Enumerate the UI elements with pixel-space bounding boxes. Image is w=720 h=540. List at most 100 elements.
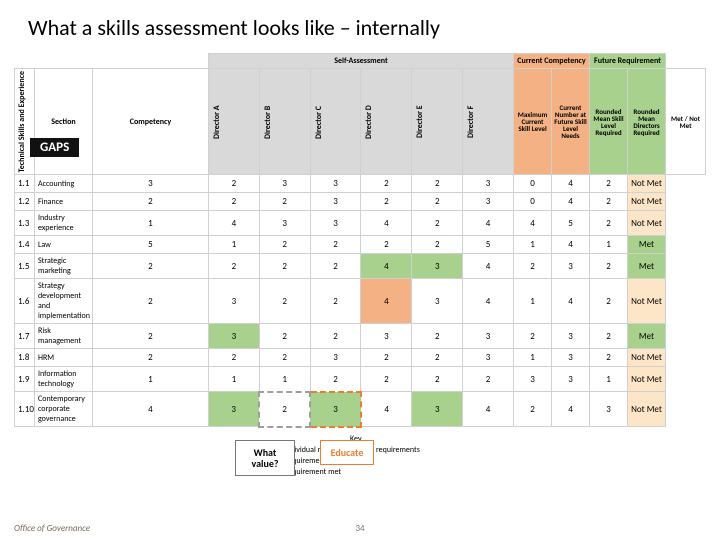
current-val: 2: [463, 367, 514, 392]
met-cell: Met: [628, 254, 666, 279]
director-score: 2: [92, 193, 208, 211]
future-val: 3: [590, 392, 628, 427]
row-number: 1.7: [15, 324, 35, 349]
director-score: 2: [310, 367, 361, 392]
director-score: 2: [208, 193, 259, 211]
table-row: 1.6Strategy development and implementati…: [15, 279, 706, 324]
competency-cell: Industry experience: [34, 211, 92, 236]
cur-col-0: Maximum Current Skill Level: [514, 69, 552, 175]
competency-label: Competency: [95, 117, 206, 127]
met-cell: Not Met: [628, 279, 666, 324]
future-val: 5: [552, 211, 590, 236]
group-self: Self-Assessment: [208, 54, 513, 69]
future-val: 2: [590, 175, 628, 193]
director-score: 2: [361, 367, 412, 392]
row-number: 1.4: [15, 236, 35, 254]
director-score: 2: [412, 211, 463, 236]
page-number: 34: [0, 523, 720, 534]
director-score: 2: [361, 193, 412, 211]
current-val: 3: [514, 367, 552, 392]
table-row: 1.1Accounting3233223042Not Met: [15, 175, 706, 193]
dir-d: Director D: [363, 90, 375, 154]
table-row: 1.7Risk management2322323232Met: [15, 324, 706, 349]
director-score: 3: [412, 279, 463, 324]
director-score: 3: [361, 324, 412, 349]
future-val: 3: [552, 367, 590, 392]
director-score: 2: [412, 349, 463, 367]
director-score: 3: [310, 392, 361, 427]
director-score: 2: [361, 175, 412, 193]
section-label: Section: [37, 117, 90, 127]
director-score: 2: [259, 279, 310, 324]
current-val: 3: [463, 349, 514, 367]
director-score: 4: [208, 211, 259, 236]
competency-cell: Information technology: [34, 367, 92, 392]
competency-cell: Contemporary corporate governance: [34, 392, 92, 427]
director-score: 2: [259, 349, 310, 367]
director-score: 2: [92, 324, 208, 349]
row-number: 1.10: [15, 392, 35, 427]
dir-a: Director A: [211, 90, 223, 154]
row-number: 1.2: [15, 193, 35, 211]
director-score: 1: [208, 367, 259, 392]
director-score: 2: [259, 193, 310, 211]
side-label: Technical Skills and Experience: [17, 71, 27, 172]
current-val: 0: [514, 193, 552, 211]
competency-cell: Law: [34, 236, 92, 254]
dir-c: Director C: [313, 90, 325, 154]
director-score: 3: [412, 254, 463, 279]
director-score: 2: [310, 324, 361, 349]
group-header-row: Self-Assessment Current Competency Futur…: [15, 54, 706, 69]
director-score: 2: [412, 175, 463, 193]
current-val: 3: [463, 324, 514, 349]
director-score: 2: [412, 367, 463, 392]
current-val: 2: [514, 254, 552, 279]
current-val: 3: [463, 193, 514, 211]
director-score: 2: [412, 324, 463, 349]
dir-f: Director F: [465, 90, 477, 154]
future-val: 2: [590, 324, 628, 349]
dir-b: Director B: [262, 90, 274, 154]
director-score: 1: [92, 367, 208, 392]
director-score: 2: [259, 254, 310, 279]
future-val: 4: [552, 392, 590, 427]
director-score: 2: [412, 236, 463, 254]
director-score: 5: [92, 236, 208, 254]
current-val: 0: [514, 175, 552, 193]
director-score: 3: [310, 349, 361, 367]
fut-col-1: Rounded Mean Directors Required: [628, 69, 666, 175]
current-val: 4: [463, 211, 514, 236]
director-score: 1: [208, 236, 259, 254]
dir-e: Director E: [414, 90, 426, 154]
future-val: 1: [590, 236, 628, 254]
director-score: 2: [208, 254, 259, 279]
future-val: 2: [590, 211, 628, 236]
met-cell: Not Met: [628, 367, 666, 392]
skills-table-wrap: Self-Assessment Current Competency Futur…: [14, 53, 706, 428]
future-val: 2: [590, 349, 628, 367]
director-score: 3: [208, 392, 259, 427]
row-number: 1.1: [15, 175, 35, 193]
current-val: 4: [463, 254, 514, 279]
row-number: 1.8: [15, 349, 35, 367]
director-score: 2: [361, 349, 412, 367]
future-val: 2: [590, 254, 628, 279]
director-score: 3: [310, 193, 361, 211]
competency-cell: Finance: [34, 193, 92, 211]
current-val: 1: [514, 236, 552, 254]
future-val: 4: [552, 193, 590, 211]
column-header-row: Technical Skills and Experience Section …: [15, 69, 706, 175]
future-val: 3: [552, 254, 590, 279]
director-score: 3: [412, 392, 463, 427]
callout-educate: Educate: [320, 440, 374, 465]
row-number: 1.9: [15, 367, 35, 392]
current-val: 2: [514, 392, 552, 427]
director-score: 4: [361, 392, 412, 427]
competency-cell: Strategic marketing: [34, 254, 92, 279]
director-score: 1: [259, 367, 310, 392]
current-val: 2: [514, 324, 552, 349]
logo-text: Office of Governance: [14, 523, 90, 534]
met-cell: Not Met: [628, 349, 666, 367]
director-score: 4: [361, 211, 412, 236]
future-val: 3: [552, 349, 590, 367]
